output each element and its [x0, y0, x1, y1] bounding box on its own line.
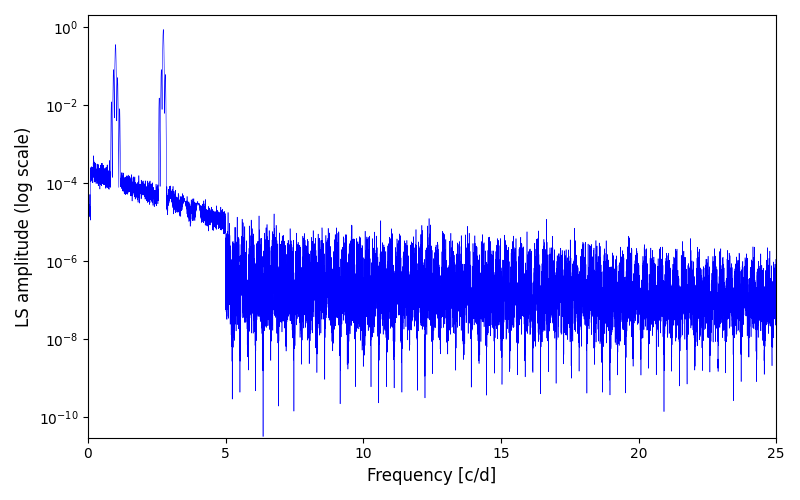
X-axis label: Frequency [c/d]: Frequency [c/d]	[367, 467, 497, 485]
Y-axis label: LS amplitude (log scale): LS amplitude (log scale)	[15, 126, 33, 326]
